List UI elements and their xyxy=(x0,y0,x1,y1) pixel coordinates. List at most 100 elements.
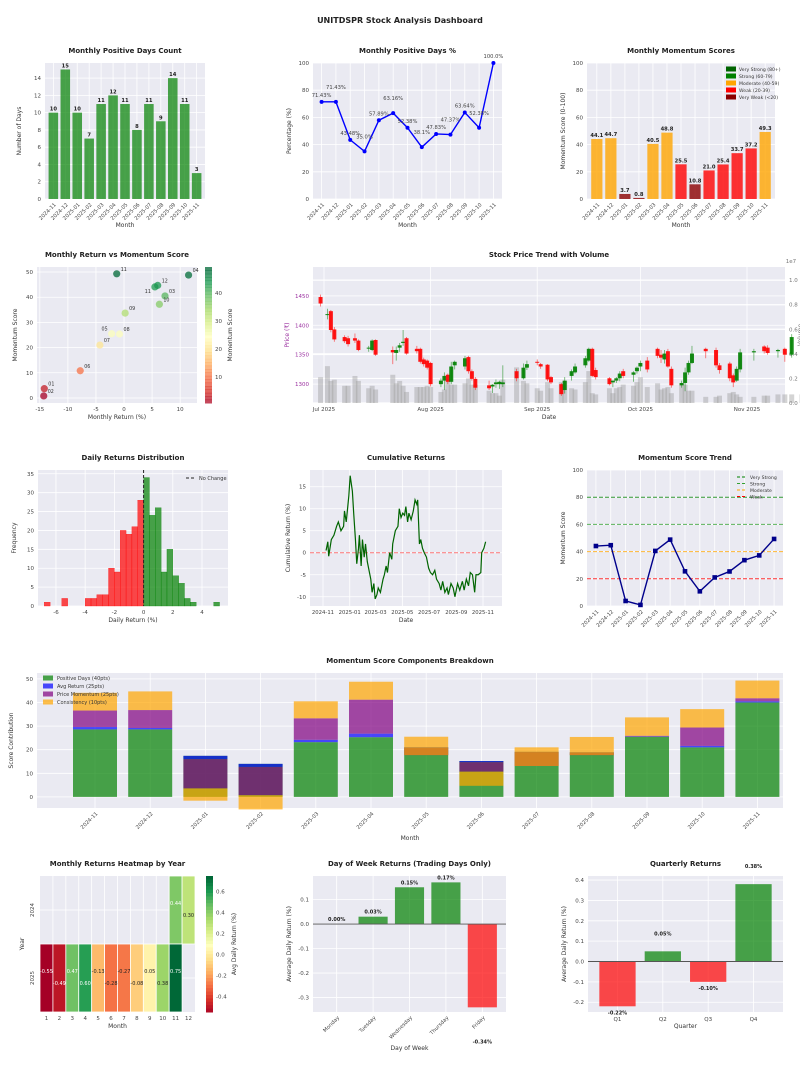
volume-bar xyxy=(637,377,643,403)
y-tick-label: 0 xyxy=(30,396,34,402)
candle-body xyxy=(401,341,406,343)
colorbar-segment xyxy=(206,984,213,989)
bar-value-label: 7 xyxy=(87,133,91,139)
scatter-point xyxy=(155,300,163,308)
volume-bar xyxy=(593,394,599,403)
y-tick-label: 25 xyxy=(27,510,34,516)
bar xyxy=(467,924,497,1008)
candle-body xyxy=(342,337,347,342)
data-label: 63.64% xyxy=(455,103,475,109)
histogram-bar xyxy=(90,598,98,607)
x-axis-label: Date xyxy=(399,617,414,624)
bar-value-label: 0.17% xyxy=(437,875,454,881)
histogram-bar xyxy=(143,477,150,607)
point-label: 03 xyxy=(169,289,175,295)
candle-body xyxy=(469,371,474,379)
data-label: 71.43% xyxy=(312,93,332,99)
colorbar-tick-label: 10 xyxy=(215,375,222,381)
x-tick-label: 2025-09 xyxy=(445,610,467,616)
bar xyxy=(633,197,645,199)
bar-value-label: 11 xyxy=(181,98,189,104)
stacked-bar-segment xyxy=(735,702,780,797)
colorbar-segment xyxy=(205,375,212,380)
colorbar-tick-label: 20 xyxy=(215,347,222,353)
bar-value-label: 48.8 xyxy=(661,127,674,133)
y-tick-label: 50 xyxy=(26,270,33,276)
bar-value-label: 25.4 xyxy=(717,158,730,164)
cell-value-label: 0.05 xyxy=(144,969,155,975)
bar-value-label: 14 xyxy=(169,72,177,78)
scatter-point xyxy=(108,330,116,338)
bar-value-label: 9 xyxy=(159,115,163,121)
data-point xyxy=(667,537,673,542)
y-tick-label: 20 xyxy=(26,346,33,352)
scatter-point xyxy=(96,341,104,349)
candle-body xyxy=(449,366,454,382)
bar xyxy=(735,884,772,962)
candle-body xyxy=(762,346,767,352)
volume-bar xyxy=(572,389,578,403)
volume-bar xyxy=(789,394,795,403)
histogram-bar xyxy=(44,602,51,607)
candle-body xyxy=(659,354,664,358)
bar xyxy=(72,112,83,199)
x-tick-label: -10 xyxy=(63,407,72,413)
candle-body xyxy=(545,364,550,380)
data-point xyxy=(623,598,628,604)
legend-label: Very Strong xyxy=(750,475,777,481)
histogram-bar xyxy=(160,571,168,607)
x-tick-label: 6 xyxy=(109,1016,113,1022)
colorbar-segment xyxy=(205,358,212,363)
colorbar-segment xyxy=(206,940,213,945)
y-tick-label: 10 xyxy=(26,371,33,377)
candle-body xyxy=(548,377,553,383)
chart-title: Monthly Positive Days Count xyxy=(68,47,182,55)
y-tick-label: 1400 xyxy=(295,323,309,329)
colorbar-tick-label: 0.6 xyxy=(216,890,225,896)
y-tick-label: 1300 xyxy=(295,382,309,388)
data-label: 43.48% xyxy=(340,131,360,137)
candle-body xyxy=(631,372,636,375)
heatmap-cell xyxy=(52,943,67,1013)
x-tick-label: 2025-05 xyxy=(411,811,431,831)
y-tick-label: 5 xyxy=(31,585,35,591)
y-tick-label: 100 xyxy=(299,61,310,67)
point-label: 11 xyxy=(121,267,127,273)
chart-title: Monthly Returns Heatmap by Year xyxy=(50,860,186,868)
colorbar-segment xyxy=(206,910,213,914)
candle-body xyxy=(731,375,736,383)
data-point xyxy=(477,125,482,130)
volume-bar xyxy=(520,380,526,403)
chart-title: Monthly Momentum Scores xyxy=(627,47,735,55)
x-axis-label: Day of Week xyxy=(391,1045,429,1052)
x-axis-label: Month xyxy=(116,222,135,229)
volume-bar xyxy=(634,382,640,403)
cell-value-label: -0.55 xyxy=(40,969,53,975)
volume-bar xyxy=(679,383,685,403)
histogram-bar xyxy=(213,602,220,607)
volume-bar xyxy=(328,380,334,403)
histogram-bar xyxy=(149,515,156,607)
y-tick-label: 40 xyxy=(26,295,33,301)
legend-label: Consistency (10pts) xyxy=(57,700,107,706)
candle-body xyxy=(775,350,780,352)
scatter-point xyxy=(115,330,124,338)
stacked-bar-segment xyxy=(680,727,725,746)
y-tick-label: 2025 xyxy=(30,971,36,985)
volume-bar xyxy=(496,395,502,403)
stacked-bar-segment xyxy=(625,735,669,737)
stacked-bar-segment xyxy=(128,691,173,711)
stacked-bar-segment xyxy=(349,699,393,734)
bar-value-label: 10.8 xyxy=(689,178,702,184)
volume-bar xyxy=(342,385,348,403)
x-tick-label: Q3 xyxy=(704,1017,712,1023)
x-axis-label: Quarter xyxy=(674,1023,698,1030)
data-label: 71.43% xyxy=(326,85,346,91)
data-point xyxy=(376,118,381,123)
data-point xyxy=(593,543,599,549)
bar xyxy=(647,143,659,199)
y-axis-label: Number of Days xyxy=(16,107,23,156)
x-tick-label: 2025-01 xyxy=(190,811,210,831)
y-tick-label: 0.0 xyxy=(300,922,309,928)
legend-swatch xyxy=(43,691,53,697)
